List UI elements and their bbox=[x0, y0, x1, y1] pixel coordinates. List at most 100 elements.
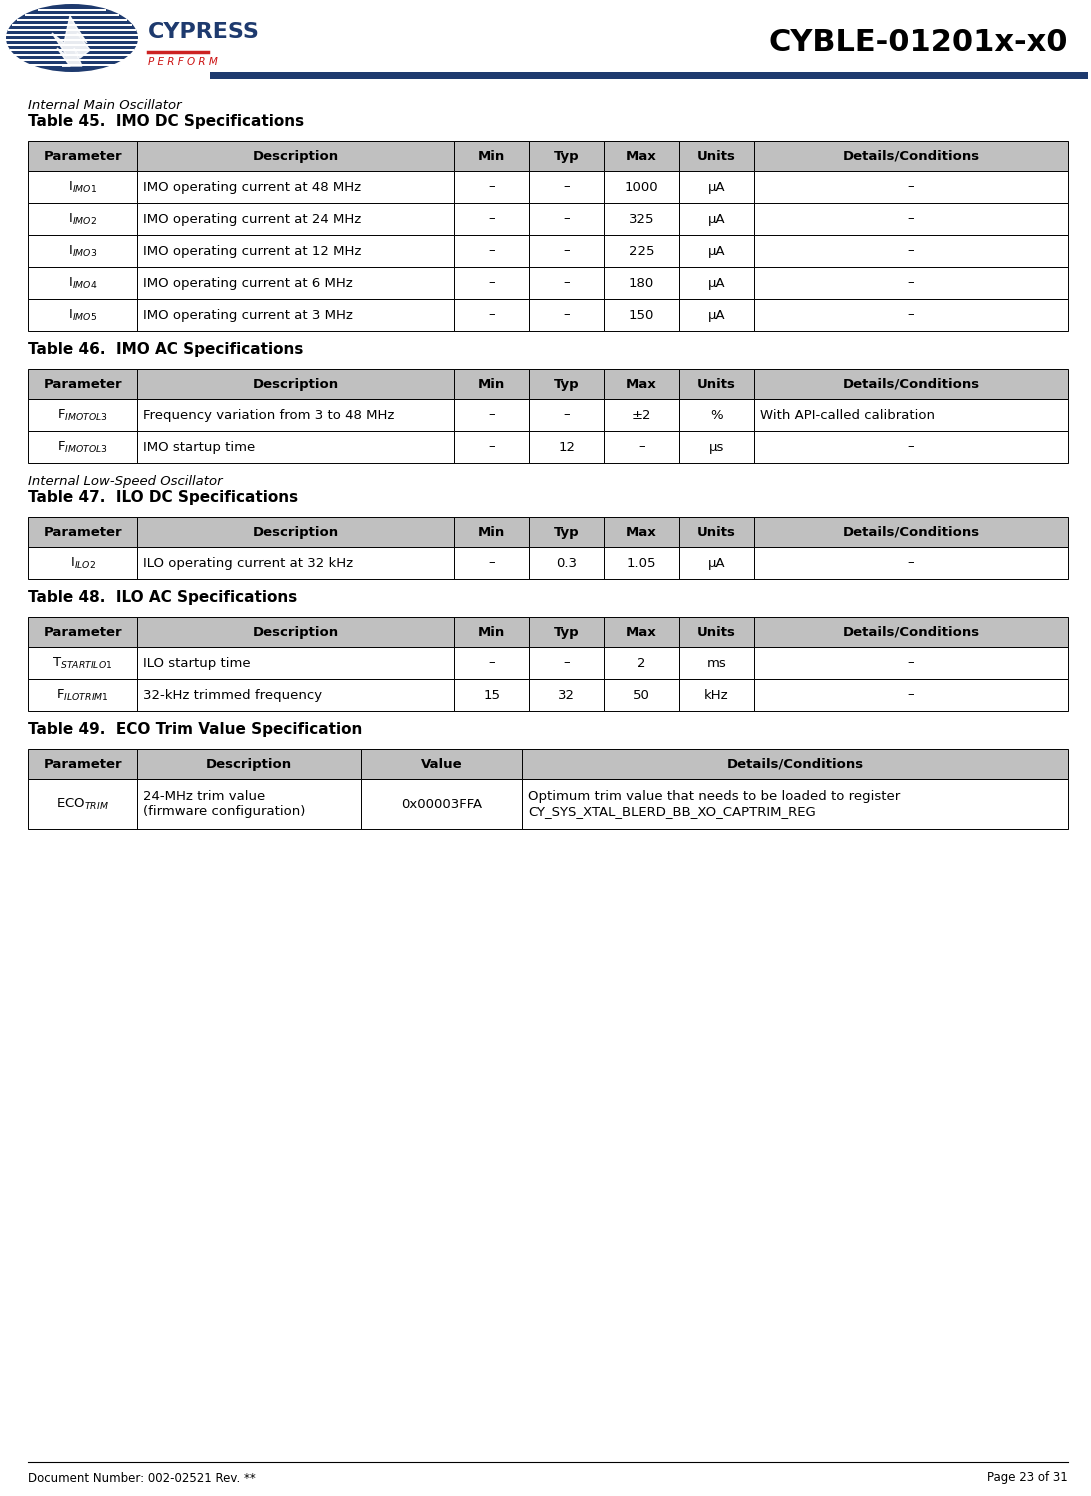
Text: –: – bbox=[563, 277, 570, 290]
Bar bbox=[14, 54, 130, 55]
Text: 12: 12 bbox=[559, 440, 575, 453]
Text: ms: ms bbox=[707, 657, 727, 670]
Text: Frequency variation from 3 to 48 MHz: Frequency variation from 3 to 48 MHz bbox=[143, 408, 395, 422]
Bar bbox=[28, 646, 137, 679]
Text: Parameter: Parameter bbox=[44, 150, 122, 163]
Text: P E R F O R M: P E R F O R M bbox=[148, 57, 218, 67]
Bar bbox=[37, 9, 107, 10]
Text: –: – bbox=[489, 408, 495, 422]
Text: IMO operating current at 3 MHz: IMO operating current at 3 MHz bbox=[143, 308, 353, 322]
Bar bbox=[10, 49, 134, 51]
Bar bbox=[529, 171, 604, 203]
Bar bbox=[137, 203, 454, 235]
Bar bbox=[679, 299, 754, 331]
Bar bbox=[28, 203, 137, 235]
Bar bbox=[604, 548, 679, 579]
Text: ECO$_{TRIM}$: ECO$_{TRIM}$ bbox=[57, 796, 109, 811]
Text: Typ: Typ bbox=[554, 625, 579, 639]
Text: 32: 32 bbox=[559, 688, 575, 702]
Text: 24-MHz trim value
(firmware configuration): 24-MHz trim value (firmware configuratio… bbox=[143, 790, 305, 818]
Text: –: – bbox=[563, 212, 570, 226]
Bar bbox=[137, 399, 454, 431]
Bar bbox=[754, 616, 1068, 646]
Bar bbox=[454, 399, 529, 431]
Text: –: – bbox=[489, 181, 495, 193]
Bar bbox=[604, 518, 679, 548]
Bar bbox=[454, 299, 529, 331]
Text: –: – bbox=[908, 688, 914, 702]
Bar bbox=[137, 749, 361, 779]
Text: Max: Max bbox=[626, 625, 657, 639]
Text: –: – bbox=[908, 308, 914, 322]
Bar bbox=[679, 141, 754, 171]
Bar bbox=[137, 616, 454, 646]
Text: CYBLE-01201x-x0: CYBLE-01201x-x0 bbox=[768, 27, 1068, 57]
Bar bbox=[28, 548, 137, 579]
Text: I$_{IMO1}$: I$_{IMO1}$ bbox=[68, 180, 97, 194]
Bar bbox=[679, 370, 754, 399]
Bar bbox=[28, 171, 137, 203]
Text: Table 49.  ECO Trim Value Specification: Table 49. ECO Trim Value Specification bbox=[28, 721, 362, 736]
Bar bbox=[529, 141, 604, 171]
Bar bbox=[679, 548, 754, 579]
Bar bbox=[454, 141, 529, 171]
Text: 32-kHz trimmed frequency: 32-kHz trimmed frequency bbox=[143, 688, 322, 702]
Bar bbox=[28, 616, 137, 646]
Bar bbox=[454, 370, 529, 399]
Text: I$_{ILO2}$: I$_{ILO2}$ bbox=[70, 555, 96, 570]
Text: –: – bbox=[563, 657, 570, 670]
Bar bbox=[529, 266, 604, 299]
Text: ILO operating current at 32 kHz: ILO operating current at 32 kHz bbox=[143, 557, 353, 570]
Text: –: – bbox=[563, 408, 570, 422]
Bar bbox=[7, 39, 137, 40]
Text: –: – bbox=[908, 212, 914, 226]
Polygon shape bbox=[52, 16, 89, 66]
Text: IMO startup time: IMO startup time bbox=[143, 440, 255, 453]
Bar bbox=[679, 171, 754, 203]
Text: Parameter: Parameter bbox=[44, 525, 122, 539]
Text: ILO startup time: ILO startup time bbox=[143, 657, 251, 670]
Bar bbox=[754, 266, 1068, 299]
Bar bbox=[137, 431, 454, 462]
Text: Max: Max bbox=[626, 377, 657, 390]
Bar bbox=[529, 399, 604, 431]
Text: Units: Units bbox=[697, 377, 736, 390]
Text: Details/Conditions: Details/Conditions bbox=[842, 625, 980, 639]
Text: Max: Max bbox=[626, 150, 657, 163]
Text: –: – bbox=[489, 308, 495, 322]
Bar bbox=[521, 749, 1068, 779]
Text: μs: μs bbox=[709, 440, 724, 453]
Text: μA: μA bbox=[708, 557, 726, 570]
Text: I$_{IMO3}$: I$_{IMO3}$ bbox=[68, 244, 97, 259]
Bar bbox=[529, 616, 604, 646]
Text: Min: Min bbox=[478, 150, 505, 163]
Bar bbox=[361, 779, 521, 829]
Bar bbox=[604, 370, 679, 399]
Bar bbox=[137, 299, 454, 331]
Text: Details/Conditions: Details/Conditions bbox=[727, 757, 864, 770]
Bar bbox=[137, 141, 454, 171]
Bar bbox=[679, 266, 754, 299]
Ellipse shape bbox=[5, 4, 137, 72]
Text: 325: 325 bbox=[628, 212, 655, 226]
Text: –: – bbox=[563, 244, 570, 257]
Text: 1000: 1000 bbox=[625, 181, 658, 193]
Bar bbox=[521, 779, 1068, 829]
Bar bbox=[754, 235, 1068, 266]
Text: I$_{IMO2}$: I$_{IMO2}$ bbox=[68, 211, 97, 226]
Text: Table 47.  ILO DC Specifications: Table 47. ILO DC Specifications bbox=[28, 489, 298, 504]
Text: kHz: kHz bbox=[704, 688, 729, 702]
Bar bbox=[529, 431, 604, 462]
Bar bbox=[28, 370, 137, 399]
Bar bbox=[604, 431, 679, 462]
Bar bbox=[28, 299, 137, 331]
Bar bbox=[7, 43, 137, 46]
Bar bbox=[12, 24, 132, 25]
Text: Min: Min bbox=[478, 525, 505, 539]
Text: μA: μA bbox=[708, 181, 726, 193]
Text: –: – bbox=[489, 440, 495, 453]
Bar bbox=[25, 13, 119, 16]
Bar bbox=[137, 266, 454, 299]
Bar bbox=[529, 518, 604, 548]
Text: –: – bbox=[908, 244, 914, 257]
